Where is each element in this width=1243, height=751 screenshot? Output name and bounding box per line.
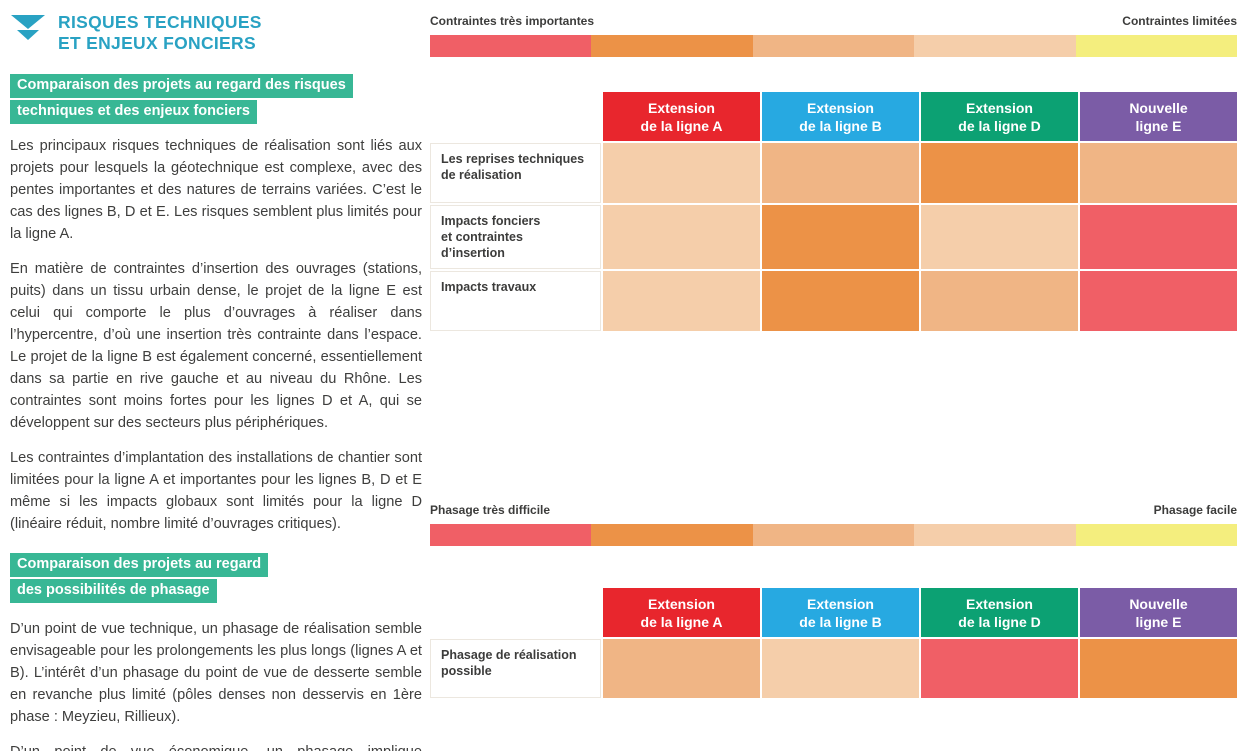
legend-segment-4 [914,35,1076,57]
legend-phasage: Phasage très difficile Phasage facile [430,503,1238,546]
row-label-reprises-techniques-line1: Les reprises techniques [441,152,585,166]
matrix-phasage: Extension de la ligne A Extension de la … [430,588,1237,698]
legend-phasage-labels: Phasage très difficile Phasage facile [430,503,1237,517]
double-chevron-down-icon [11,15,45,40]
cell-fonciers-ligne-d [921,205,1078,269]
legend-segment-4 [914,524,1076,546]
page-title-line2: ET ENJEUX FONCIERS [58,33,256,53]
cell-reprises-ligne-a [603,143,760,203]
cell-reprises-ligne-d [921,143,1078,203]
cell-travaux-ligne-b [762,271,919,331]
column-header-ligne-b-line1: Extension [807,99,874,116]
cell-travaux-ligne-e [1080,271,1237,331]
legend-phasage-right-label: Phasage facile [1153,503,1237,517]
paragraph-phasage-1: D’un point de vue technique, un phasage … [10,621,422,725]
row-label-impacts-travaux-line1: Impacts travaux [441,280,537,294]
legend-segment-2 [591,35,753,57]
row-label-impacts-fonciers-line1: Impacts fonciers [441,214,541,228]
row-label-impacts-travaux: Impacts travaux [430,271,601,331]
column-header-ligne-d-line2: de la ligne D [958,613,1041,630]
subheading-risques-line1: Comparaison des projets au regard des ri… [10,74,353,98]
legend-segment-3 [752,524,915,546]
page-title: RISQUES TECHNIQUES ET ENJEUX FONCIERS [58,12,262,54]
cell-phasage-ligne-b [762,639,919,698]
column-header-ligne-d-line2: de la ligne D [958,117,1041,134]
column-header-ligne-e-line2: ligne E [1135,613,1182,630]
cell-reprises-ligne-e [1080,143,1237,203]
paragraph-phasage-2: D’un point de vue économique, un phasage… [10,741,422,751]
cell-travaux-ligne-d [921,271,1078,331]
subheading-risques-line2: techniques et des enjeux fonciers [10,100,257,124]
left-column: RISQUES TECHNIQUES ET ENJEUX FONCIERS Co… [10,12,422,751]
column-header-ligne-e: Nouvelle ligne E [1080,588,1237,637]
matrix-risques-corner-cell [430,92,601,141]
paragraph-risques-2: En matière de contraintes d’insertion de… [10,261,422,431]
subheading-risques: Comparaison des projets au regard des ri… [10,74,422,126]
legend-contraintes-right-label: Contraintes limitées [1122,14,1237,28]
legend-contraintes-left-label: Contraintes très importantes [430,14,595,28]
row-label-phasage-possible: Phasage de réalisation possible [430,639,601,698]
column-header-ligne-b-line2: de la ligne B [799,117,882,134]
column-header-ligne-a: Extension de la ligne A [603,92,760,141]
matrix-phasage-corner-cell [430,588,601,637]
page-title-line1: RISQUES TECHNIQUES [58,12,262,32]
paragraph-risques-1: Les principaux risques techniques de réa… [10,138,422,242]
cell-travaux-ligne-a [603,271,760,331]
column-header-ligne-e-line2: ligne E [1135,117,1182,134]
row-label-impacts-fonciers: Impacts fonciers et contraintes d’insert… [430,205,601,269]
cell-phasage-ligne-e [1080,639,1237,698]
column-header-ligne-a-line1: Extension [648,99,715,116]
row-label-phasage-possible-line1: Phasage de réalisation [441,648,577,662]
row-label-reprises-techniques-line2: de réalisation [441,168,522,182]
subheading-phasage-line2: des possibilités de phasage [10,579,217,603]
legend-contraintes-colorbar [430,35,1238,57]
cell-reprises-ligne-b [762,143,919,203]
legend-contraintes: Contraintes très importantes Contraintes… [430,14,1238,57]
column-header-ligne-d-line1: Extension [966,99,1033,116]
cell-fonciers-ligne-b [762,205,919,269]
legend-segment-2 [591,524,753,546]
row-label-impacts-fonciers-line2: et contraintes d’insertion [441,230,523,260]
legend-contraintes-labels: Contraintes très importantes Contraintes… [430,14,1237,28]
legend-segment-1 [430,524,592,546]
cell-phasage-ligne-a [603,639,760,698]
column-header-ligne-d: Extension de la ligne D [921,92,1078,141]
subheading-phasage: Comparaison des projets au regard des po… [10,553,422,605]
column-header-ligne-e-line1: Nouvelle [1129,99,1188,116]
paragraph-risques-3: Les contraintes d’implantation des insta… [10,450,422,532]
column-header-ligne-b: Extension de la ligne B [762,92,919,141]
legend-phasage-left-label: Phasage très difficile [430,503,551,517]
column-header-ligne-a-line1: Extension [648,595,715,612]
column-header-ligne-b-line1: Extension [807,595,874,612]
column-header-ligne-b: Extension de la ligne B [762,588,919,637]
legend-segment-5 [1075,524,1238,546]
column-header-ligne-b-line2: de la ligne B [799,613,882,630]
legend-segment-3 [752,35,915,57]
cell-fonciers-ligne-a [603,205,760,269]
matrix-risques: Extension de la ligne A Extension de la … [430,92,1237,331]
legend-phasage-colorbar [430,524,1238,546]
column-header-ligne-a: Extension de la ligne A [603,588,760,637]
subheading-phasage-line1: Comparaison des projets au regard [10,553,269,577]
row-label-reprises-techniques: Les reprises techniques de réalisation [430,143,601,203]
column-header-ligne-d: Extension de la ligne D [921,588,1078,637]
cell-fonciers-ligne-e [1080,205,1237,269]
column-header-ligne-e: Nouvelle ligne E [1080,92,1237,141]
cell-phasage-ligne-d [921,639,1078,698]
column-header-ligne-a-line2: de la ligne A [640,613,723,630]
column-header-ligne-e-line1: Nouvelle [1129,595,1188,612]
legend-segment-5 [1075,35,1238,57]
column-header-ligne-a-line2: de la ligne A [640,117,723,134]
column-header-ligne-d-line1: Extension [966,595,1033,612]
legend-segment-1 [430,35,592,57]
section-header: RISQUES TECHNIQUES ET ENJEUX FONCIERS [10,12,422,54]
row-label-phasage-possible-line2: possible [441,664,492,678]
right-column: Contraintes très importantes Contraintes… [430,12,1238,751]
